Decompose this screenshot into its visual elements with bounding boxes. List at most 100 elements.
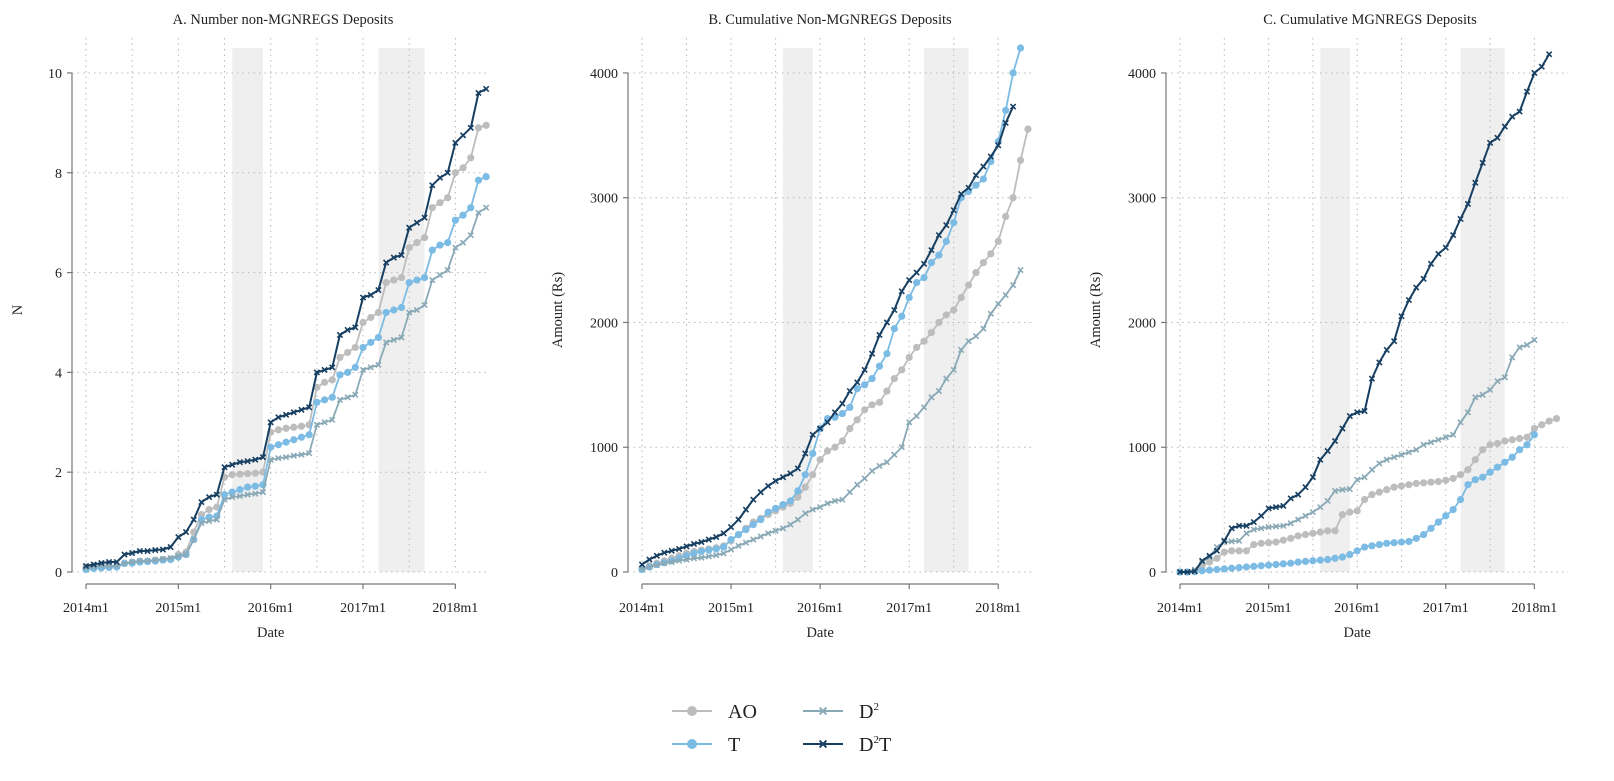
legend-item-t: T — [672, 734, 740, 756]
shaded-period — [924, 48, 969, 572]
data-point — [1198, 567, 1206, 575]
data-point — [868, 467, 876, 475]
data-point — [351, 343, 359, 352]
data-point — [382, 339, 390, 346]
data-point — [1486, 386, 1494, 394]
data-point — [420, 273, 429, 282]
data-point — [452, 139, 459, 146]
data-point — [646, 563, 653, 571]
data-point — [1472, 394, 1479, 401]
data-point — [675, 545, 683, 553]
data-point — [913, 343, 921, 352]
legend-label-superscript: 2 — [873, 701, 879, 713]
data-point — [1324, 555, 1332, 564]
data-point — [1009, 69, 1017, 77]
data-point — [1213, 554, 1221, 562]
data-point — [653, 552, 661, 559]
data-point — [816, 503, 824, 511]
data-point — [1250, 526, 1257, 533]
data-point — [236, 470, 244, 478]
data-point — [809, 431, 816, 438]
data-point — [436, 174, 444, 181]
data-point — [979, 258, 988, 267]
data-point — [1280, 522, 1287, 530]
data-point — [950, 207, 957, 214]
data-point — [1530, 424, 1538, 433]
data-point — [259, 454, 267, 461]
data-point — [1228, 525, 1235, 532]
data-point — [861, 381, 869, 389]
data-point — [451, 216, 459, 224]
data-point — [467, 154, 475, 162]
data-point — [297, 433, 306, 441]
data-point — [1002, 106, 1010, 114]
legend-marker — [818, 739, 828, 749]
series-line — [641, 128, 1029, 570]
data-point — [452, 244, 459, 251]
data-point — [1449, 506, 1457, 514]
data-point — [428, 204, 436, 212]
y-tick-label: 4000 — [1128, 67, 1156, 82]
y-axis-label: Amount (Rs) — [1088, 272, 1104, 348]
data-point — [1302, 483, 1309, 491]
data-point — [868, 401, 876, 409]
data-point — [1242, 547, 1251, 555]
data-point — [267, 419, 274, 426]
data-point — [690, 540, 698, 548]
data-point — [898, 312, 906, 320]
data-point — [1206, 552, 1213, 559]
data-point — [305, 431, 313, 439]
data-point — [1383, 539, 1391, 547]
data-point — [336, 371, 344, 379]
data-point — [436, 271, 444, 279]
data-point — [942, 237, 950, 245]
data-point — [1294, 491, 1302, 498]
data-point — [382, 278, 390, 287]
data-point — [1017, 266, 1024, 274]
data-point — [313, 383, 321, 391]
data-point — [467, 231, 474, 239]
data-point — [972, 181, 980, 189]
data-point — [727, 535, 735, 544]
data-point — [906, 419, 913, 426]
data-point — [1360, 543, 1369, 551]
data-point — [1516, 434, 1524, 443]
data-point — [809, 449, 817, 458]
data-point — [720, 543, 728, 551]
data-point — [1427, 439, 1435, 446]
data-point — [757, 488, 764, 496]
data-point — [282, 454, 290, 461]
data-point — [244, 470, 252, 478]
data-point — [336, 331, 344, 339]
data-point — [675, 557, 683, 564]
x-axis-label: Date — [257, 625, 284, 641]
data-point — [883, 319, 891, 326]
data-point — [935, 387, 943, 395]
y-tick-label: 4000 — [590, 67, 618, 82]
data-point — [786, 497, 795, 505]
data-point — [683, 543, 690, 550]
data-point — [413, 276, 421, 284]
data-point — [861, 406, 869, 414]
data-point — [1331, 487, 1339, 495]
data-point — [413, 239, 421, 247]
data-point — [1339, 425, 1346, 432]
x-tick-label: 2018m1 — [432, 601, 478, 616]
data-point — [336, 396, 344, 403]
data-point — [405, 278, 413, 287]
data-point — [801, 471, 809, 479]
legend-label-text: AO — [728, 701, 757, 723]
data-point — [467, 204, 475, 212]
data-point — [802, 450, 809, 457]
data-point — [321, 366, 328, 374]
data-point — [1368, 542, 1376, 550]
data-point — [1346, 412, 1353, 420]
data-point — [1353, 507, 1361, 515]
data-point — [965, 184, 972, 191]
data-point — [1449, 474, 1457, 483]
data-point — [244, 491, 251, 498]
data-point — [282, 438, 290, 446]
data-point — [920, 260, 928, 268]
data-point — [1545, 417, 1553, 425]
